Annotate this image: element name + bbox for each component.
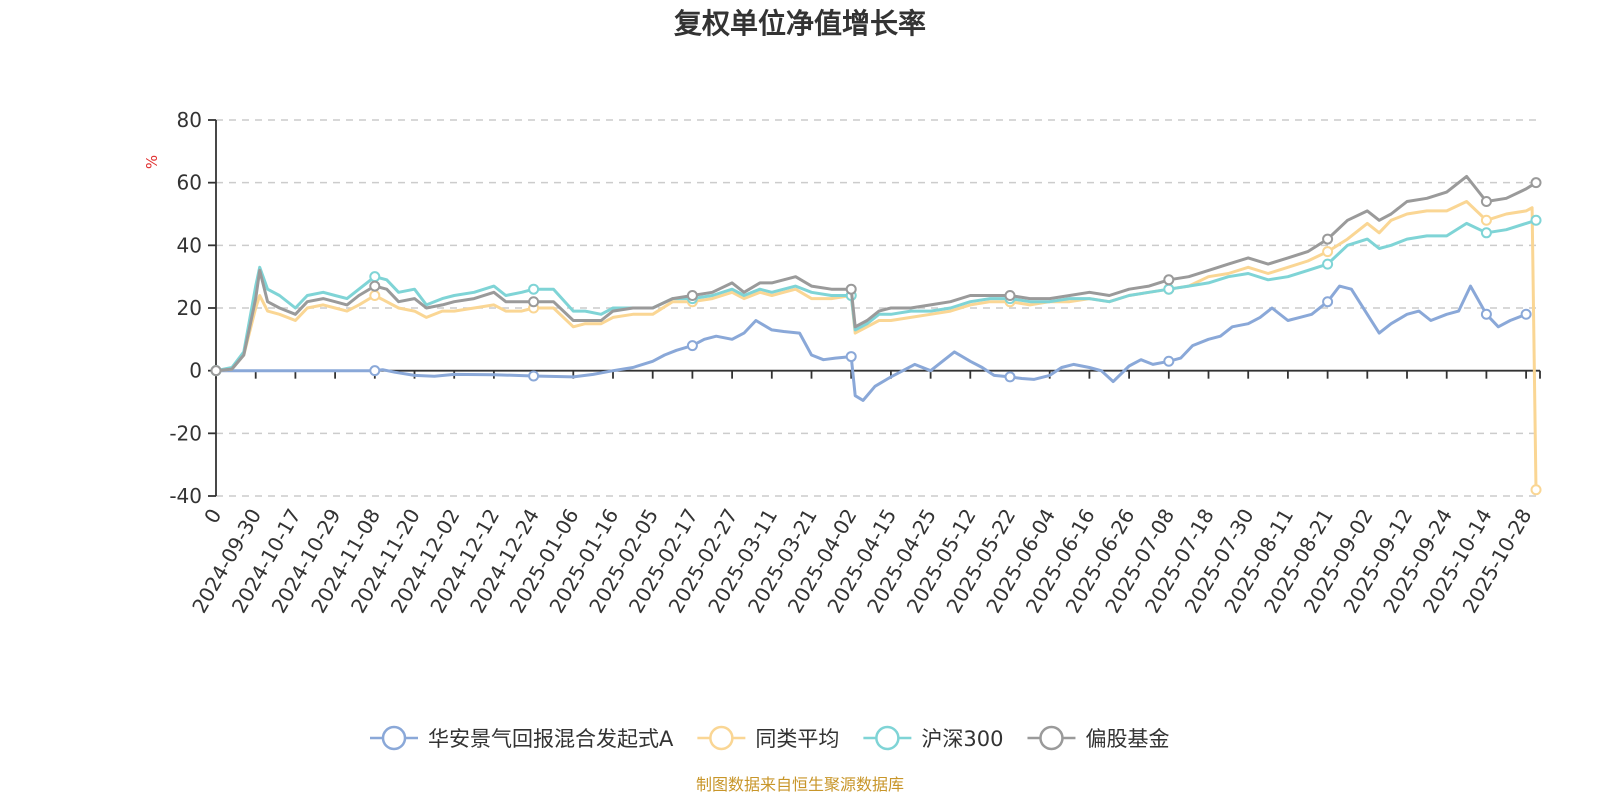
legend-item-0: 华安景气回报混合发起式A [370, 725, 674, 751]
y-tick-label-6: 80 [177, 108, 202, 132]
series-line-1 [214, 200, 1538, 492]
y-tick-label-2: 0 [189, 359, 202, 383]
series-marker-3-7 [1322, 233, 1334, 245]
legend-swatch-circle-2 [875, 725, 900, 751]
series-marker-2-9 [1530, 214, 1542, 226]
series-marker-3-5 [1004, 289, 1016, 301]
legend-item-3: 偏股基金 [1027, 725, 1169, 751]
series-line-3 [214, 174, 1538, 373]
series-marker-3-2 [528, 296, 540, 308]
series-marker-3-6 [1163, 274, 1175, 286]
series-marker-0-5 [1004, 371, 1016, 383]
series-marker-0-2 [528, 370, 540, 382]
series-marker-3-0 [210, 365, 222, 377]
series-line-0 [214, 284, 1528, 402]
series-marker-0-6 [1163, 355, 1175, 367]
y-axis-unit: % [143, 155, 161, 169]
legend-swatch-circle-1 [709, 725, 734, 751]
legend-item-1: 同类平均 [697, 725, 839, 751]
y-tick-label-1: -20 [169, 421, 202, 445]
series-marker-0-9 [1520, 308, 1532, 320]
legend-label-1: 同类平均 [755, 727, 839, 751]
series-marker-0-4 [845, 351, 857, 363]
series-marker-1-8 [1480, 214, 1492, 226]
series-marker-1-7 [1322, 246, 1334, 258]
chart-title: 复权单位净值增长率 [674, 7, 926, 40]
series-marker-0-8 [1480, 308, 1492, 320]
legend-swatch-circle-0 [381, 725, 407, 751]
series-marker-2-7 [1322, 258, 1334, 270]
y-tick-label-0: -40 [169, 484, 202, 508]
series-marker-0-1 [369, 365, 381, 377]
source-note: 制图数据来自恒生聚源数据库 [696, 775, 904, 794]
legend-label-2: 沪深300 [921, 727, 1003, 751]
grid [216, 119, 1540, 497]
y-tick-label-3: 20 [177, 296, 202, 320]
series-marker-3-8 [1480, 195, 1492, 207]
legend: 华安景气回报混合发起式A 同类平均 沪深300 偏股基金 [370, 725, 1169, 751]
legend-swatch-circle-3 [1039, 725, 1064, 751]
legend-label-0: 华安景气回报混合发起式A [428, 727, 674, 751]
series-marker-3-3 [686, 289, 698, 301]
series-line-2 [214, 218, 1538, 373]
series-marker-1-9 [1530, 484, 1542, 496]
x-tick-label-0: 0 [199, 505, 226, 528]
series-marker-3-9 [1530, 177, 1542, 189]
series-layer [210, 174, 1542, 496]
series-marker-2-2 [528, 283, 540, 295]
legend-label-3: 偏股基金 [1085, 727, 1169, 751]
legend-item-2: 沪深300 [863, 725, 1003, 751]
series-marker-2-1 [369, 271, 381, 283]
y-tick-label-4: 40 [177, 233, 202, 257]
series-marker-0-7 [1322, 296, 1334, 308]
series-marker-2-8 [1480, 227, 1492, 239]
series-marker-3-4 [845, 283, 857, 295]
axes: -40-2002040608002024-09-302024-10-172024… [169, 108, 1541, 617]
series-marker-0-3 [686, 340, 698, 352]
series-marker-1-1 [369, 289, 381, 301]
y-tick-label-5: 60 [177, 171, 202, 195]
series-marker-3-1 [369, 280, 381, 292]
series-marker-2-6 [1163, 283, 1175, 295]
